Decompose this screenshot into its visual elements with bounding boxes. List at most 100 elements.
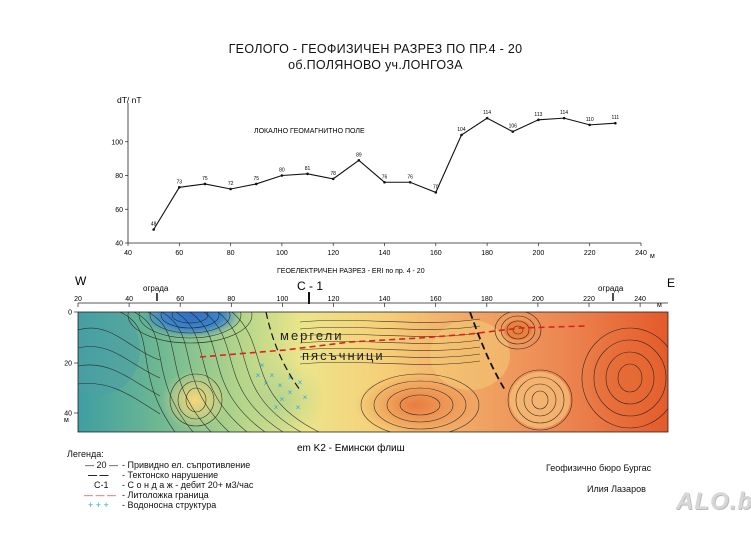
east-label: E [667,276,675,290]
geoelectric-section: ГЕОЕЛЕКТРИЧЕН РАЗРЕЗ - ERI по пр. 4 - 20… [64,268,675,454]
aquifer-mark: × [256,371,261,380]
legend-symbol-aquifer: + + + [88,500,109,510]
resistivity-isoline [78,383,161,415]
section-x-tick-label: 240 [634,296,646,303]
chart-x-tick-label: 180 [481,250,493,257]
chart-point [460,133,463,137]
chart-point-label: 75 [253,176,259,182]
resistivity-isoline [593,339,667,417]
chart-point [485,116,489,120]
lith-lower-label: пясъчници [302,348,385,363]
chart-point [434,191,438,194]
chart-point [511,130,515,133]
section-x-tick-label: 180 [481,296,493,303]
geophysical-section-figure: ГЕОЛОГО - ГЕОФИЗИЧЕН РАЗРЕЗ ПО ПР.4 - 20… [64,42,751,515]
resistivity-isoline [127,312,253,344]
resistivity-isoline [138,312,242,339]
chart-point-label: 114 [483,110,491,116]
resistivity-isoline [373,380,467,430]
chart-y-tick-label: 100 [111,139,123,146]
aquifer-mark: × [270,371,275,380]
legend-symbol-lithology: — — — [84,490,117,500]
chart-point [178,186,181,189]
chart-point-label: 78 [330,171,336,177]
resistivity-isoline [217,312,302,432]
resistivity-isoline [581,327,668,429]
chart-y-tick-label: 60 [115,207,123,214]
resistivity-isoline [177,380,215,420]
chart-point-label: 111 [612,115,620,121]
chart-point [331,177,335,181]
legend-item-aquifer: - Водоносна структура [122,500,217,510]
section-x-tick-label: 220 [583,296,595,303]
legend-item-lithology: - Литоложка граница [122,490,209,500]
chart-annotation: ЛОКАЛНО ГЕОМАГНИТНО ПОЛЕ [254,128,365,135]
chart-point [306,172,309,176]
section-depth-unit: м [64,417,69,424]
chart-point-label: 106 [509,124,518,130]
chart-x-tick-label: 200 [533,250,545,257]
figure-title-line1: ГЕОЛОГО - ГЕОФИЗИЧЕН РАЗРЕЗ ПО ПР.4 - 20 [228,42,523,56]
well-label: С - 1 [297,279,323,293]
watermark-logo: ALO.bg [676,488,751,515]
resistivity-isoline [299,353,481,358]
resistivity-isoline [506,320,530,340]
aquifer-mark: × [260,361,265,370]
chart-point [280,174,284,177]
resistivity-isoline [169,373,223,427]
resistivity-isoline [299,360,481,365]
chart-point-label: 110 [586,117,594,123]
section-x-tick-label: 120 [328,296,340,303]
section-x-tick-label: 200 [532,296,544,303]
lith-upper-label: мергели [280,328,344,343]
chart-point-label: 81 [305,166,311,172]
aquifer-mark: × [296,403,301,412]
chart-point [229,187,232,191]
aquifer-mark: × [298,378,303,387]
section-x-tick-label: 160 [430,296,442,303]
chart-point [537,118,540,122]
credits-bureau: Геофизично бюро Бургас [546,463,652,473]
section-x-tick-label: 140 [379,296,391,303]
section-x-tick-label: 100 [277,296,289,303]
resistivity-isoline [78,346,161,379]
section-depth-tick-label: 0 [68,310,72,317]
section-x-tick-label: 20 [74,296,82,303]
aquifer-mark: × [280,395,285,404]
aquifer-mark: × [288,373,293,382]
chart-x-tick-label: 80 [227,250,235,257]
chart-point [383,180,386,184]
resistivity-isoline [515,376,565,424]
chart-x-tick-label: 240 [635,250,647,257]
aquifer-mark: × [264,379,269,388]
chart-point-label: 89 [356,152,362,158]
legend-symbol-fault: — — [88,470,109,480]
fence-right-label: ограда [598,284,624,293]
resistivity-isoline [299,318,481,323]
chart-x-tick-label: 120 [327,250,339,257]
resistivity-isoline [78,364,161,397]
chart-y-tick-label: 40 [115,241,123,248]
aquifer-mark: × [303,393,308,402]
fence-left-label: ограда [143,284,169,293]
aquifer-mark: × [274,403,279,412]
chart-x-tick-label: 160 [430,250,442,257]
formation-label: em K2 - Емински флиш [297,442,405,454]
legend-title: Легенда: [67,449,104,459]
chart-point-label: 73 [177,179,183,185]
resistivity-isoline [160,312,220,329]
magnetic-profile-chart: 40 60 80 100 120 140 160 180 200 220 240406080100 … [111,95,655,260]
chart-point-label: 80 [279,168,285,174]
resistivity-isoline [171,312,209,324]
figure-title-line2: об.ПОЛЯНОВО уч.ЛОНГОЗА [288,58,463,72]
lithological-boundary [199,325,586,358]
chart-x-tick-label: 140 [379,250,391,257]
resistivity-isoline [189,312,266,432]
section-x-axis: 20 40 60 80 100 120 140 160 180 200 220 240 [74,296,668,307]
aquifer-structure: ×××××××××××× [256,361,308,412]
resistivity-isoline [617,363,643,393]
resistivity-isoline [512,325,524,335]
resistivity-isoline [507,369,573,431]
resistivity-isoline [185,387,207,413]
chart-point-label: 113 [534,112,542,118]
